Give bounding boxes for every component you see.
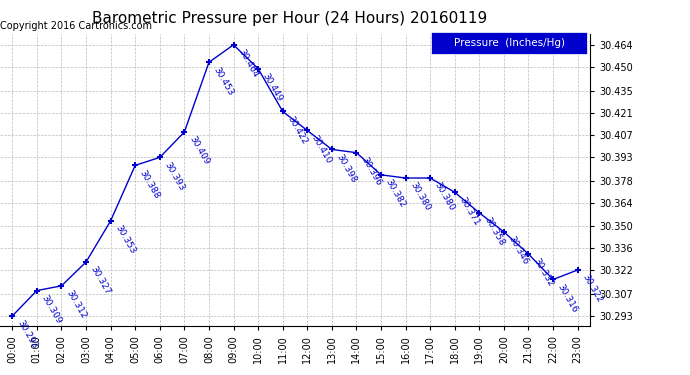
- Text: 30.398: 30.398: [335, 152, 358, 184]
- Text: 30.316: 30.316: [556, 282, 580, 314]
- Text: 30.332: 30.332: [531, 257, 555, 289]
- Text: Copyright 2016 Cartronics.com: Copyright 2016 Cartronics.com: [0, 21, 152, 31]
- Text: 30.346: 30.346: [506, 235, 530, 267]
- Text: 30.422: 30.422: [286, 114, 309, 146]
- Text: 30.380: 30.380: [433, 181, 457, 213]
- Text: 30.309: 30.309: [39, 293, 63, 325]
- Text: 30.449: 30.449: [261, 71, 284, 103]
- Text: 30.388: 30.388: [138, 168, 161, 200]
- FancyBboxPatch shape: [431, 32, 587, 54]
- Text: 30.322: 30.322: [580, 273, 604, 304]
- Text: 30.396: 30.396: [359, 155, 383, 188]
- Text: 30.453: 30.453: [212, 65, 235, 97]
- Text: 30.380: 30.380: [408, 181, 432, 213]
- Text: Barometric Pressure per Hour (24 Hours) 20160119: Barometric Pressure per Hour (24 Hours) …: [92, 11, 487, 26]
- Text: 30.293: 30.293: [15, 319, 39, 351]
- Text: 30.371: 30.371: [457, 195, 481, 227]
- Text: 30.353: 30.353: [113, 224, 137, 255]
- Text: 30.409: 30.409: [187, 135, 210, 166]
- Text: 30.410: 30.410: [310, 133, 333, 165]
- Text: 30.312: 30.312: [64, 289, 88, 320]
- Text: 30.393: 30.393: [163, 160, 186, 192]
- Text: 30.358: 30.358: [482, 216, 506, 248]
- Text: 30.464: 30.464: [236, 48, 259, 79]
- Text: 30.382: 30.382: [384, 178, 407, 209]
- Text: Pressure  (Inches/Hg): Pressure (Inches/Hg): [453, 38, 564, 48]
- Text: 30.327: 30.327: [89, 265, 112, 297]
